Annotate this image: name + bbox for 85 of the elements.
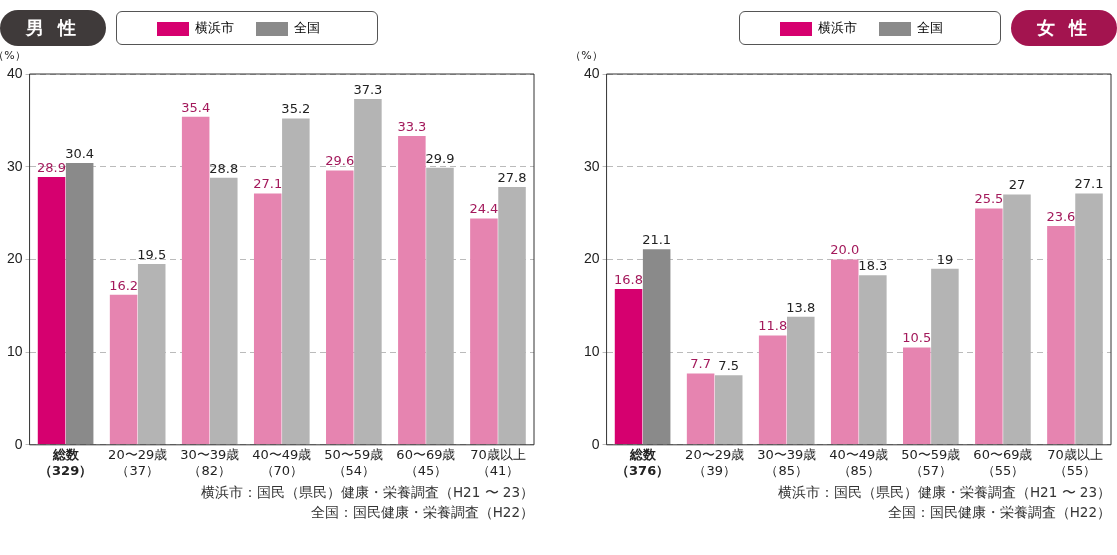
x-tick-label: 60〜69歳（45） [396,446,456,478]
x-tick-label: 総数（329） [39,446,93,478]
x-tick-label: 70歳以上（55） [1047,446,1103,478]
y-tick-label: 30 [583,157,600,174]
text: 横浜市：国民（県民）健康・栄養調査（H21 〜 23） [199,483,534,502]
y-axis-title: （%） [0,49,26,63]
bar [830,259,859,445]
bar [253,193,282,445]
bar [65,162,94,445]
bar [181,116,210,445]
data-label: 23.6 [1046,208,1076,224]
data-label: 20.0 [830,242,860,258]
data-label: 10.5 [902,330,932,346]
bar [903,347,931,445]
data-label: 19.5 [137,246,167,262]
data-label: 16.2 [109,277,139,293]
bar [37,176,66,445]
data-label: 13.8 [786,299,816,315]
y-tick-label: 10 [6,342,23,359]
x-tick-label: 30〜39歳（82） [180,446,240,478]
data-label: 16.8 [614,271,644,287]
y-tick-label: 40 [6,64,23,81]
x-tick-label: 総数（376） [616,446,670,478]
x-tick-label: 60〜69歳（55） [973,446,1033,478]
bar [109,294,138,445]
data-label: 11.8 [758,318,788,334]
data-label: 33.3 [397,118,427,134]
text: 全国：国民健康・栄養調査（H22） [309,503,534,522]
data-label: 30.4 [65,145,95,161]
y-tick-label: 20 [6,250,23,267]
bar [787,316,815,445]
x-tick-label: 50〜59歳（57） [901,446,961,478]
bar [326,170,354,445]
data-label: 28.9 [37,159,67,175]
data-label: 27.1 [253,176,283,192]
y-tick-label: 40 [583,64,600,81]
data-label: 25.5 [974,191,1004,207]
data-label: 37.3 [353,81,383,97]
data-label: 28.8 [209,160,239,176]
legend-label: 全国 [915,19,943,37]
bar [470,218,498,445]
data-label: 24.4 [469,201,499,217]
data-label: 7.5 [718,358,740,374]
bar [498,187,526,445]
legend-label: 横浜市 [194,19,235,37]
x-tick-label: 50〜59歳（54） [324,446,384,478]
y-tick-label: 0 [591,435,600,452]
y-tick-label: 0 [14,435,23,452]
bar [714,375,743,445]
x-tick-label: 20〜29歳（39） [685,446,745,478]
bar [614,289,643,445]
bar [975,208,1003,445]
chart-title: 男 性 [0,10,107,46]
y-axis-title: （%） [570,49,603,63]
bar [1075,193,1103,445]
data-label: 19 [936,251,954,267]
bar [1047,226,1075,445]
bar [642,249,671,445]
data-label: 27.8 [497,169,527,185]
bar [686,373,715,445]
legend-label: 全国 [293,19,321,37]
data-label: 29.6 [325,153,355,169]
bar [758,335,787,445]
x-tick-label: 40〜49歳（70） [252,446,312,478]
x-tick-label: 40〜49歳（85） [829,446,889,478]
x-tick-label: 70歳以上（41） [470,446,526,478]
data-label: 35.2 [281,101,311,117]
data-label: 18.3 [858,258,888,274]
data-label: 29.9 [425,150,455,166]
x-tick-label: 30〜39歳（85） [757,446,817,478]
bar [398,136,426,445]
text: 横浜市：国民（県民）健康・栄養調査（H21 〜 23） [776,483,1111,502]
chart-title: 女 性 [1010,10,1117,46]
data-label: 21.1 [642,232,672,248]
data-label: 35.4 [181,99,211,115]
data-label: 27.1 [1074,176,1104,192]
legend-label: 横浜市 [816,19,857,37]
text: 全国：国民健康・栄養調査（H22） [886,503,1111,522]
y-tick-label: 20 [583,250,600,267]
data-label: 27 [1008,177,1026,193]
data-label: 7.7 [690,356,711,372]
y-tick-label: 30 [6,157,23,174]
x-tick-label: 20〜29歳（37） [108,446,168,478]
bar [210,177,238,445]
y-tick-label: 10 [583,342,600,359]
